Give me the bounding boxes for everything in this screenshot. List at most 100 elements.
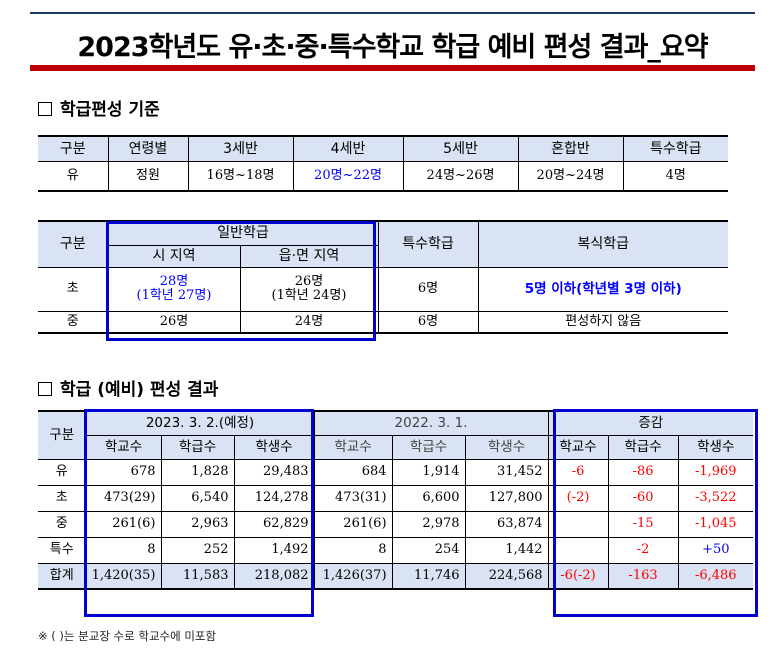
cell-sub-text: (1학년 24명) [271, 288, 347, 303]
table-cell: 1,492 [233, 536, 315, 564]
table-cell [547, 510, 609, 538]
header-cell: 학교수 [313, 434, 393, 460]
table-row: 유 678 1,828 29,483 684 1,914 31,452 -6 -… [38, 458, 754, 486]
section-heading-text: 학급 (예비) 편성 결과 [60, 380, 219, 400]
header-cell: 3세반 [187, 136, 293, 162]
table-cell: 261(6) [85, 510, 162, 538]
row-label: 합계 [38, 562, 87, 589]
table-cell: 252 [160, 536, 235, 564]
table-cell: 31,452 [464, 458, 549, 486]
header-cell: 일반학급 [107, 221, 379, 246]
table-row: 중 261(6) 2,963 62,829 261(6) 2,978 63,87… [38, 510, 754, 538]
cell-main-text: 28명 [159, 274, 189, 289]
table-cell: (-2) [547, 484, 609, 512]
table-cell: 24명 [239, 310, 379, 333]
table-cell: 정원 [107, 161, 188, 191]
table-cell: +50 [677, 536, 754, 564]
table-cell: 16명~18명 [187, 161, 293, 191]
class-size-table: 구분 일반학급 특수학급 복식학급 시 지역 읍·면 지역 초 28명 (1학년… [38, 220, 728, 334]
header-cell: 학교수 [85, 434, 162, 460]
header-cell: 학생수 [677, 434, 754, 460]
row-label: 초 [38, 266, 109, 312]
top-rule [30, 12, 755, 14]
header-cell: 2022. 3. 1. [313, 411, 549, 436]
table-cell [547, 536, 609, 564]
table-cell: -163 [607, 562, 679, 589]
table-cell: 1,442 [464, 536, 549, 564]
header-cell: 학교수 [547, 434, 609, 460]
row-label: 중 [38, 510, 87, 538]
table-cell: 6,540 [160, 484, 235, 512]
header-cell: 학급수 [160, 434, 235, 460]
header-cell: 읍·면 지역 [239, 244, 379, 268]
header-cell: 학급수 [607, 434, 679, 460]
table-cell: 63,874 [464, 510, 549, 538]
header-cell: 연령별 [107, 136, 188, 162]
table-cell: 2,978 [391, 510, 466, 538]
header-cell: 혼합반 [517, 136, 623, 162]
table-cell: 1,426(37) [313, 562, 393, 589]
table-cell: 684 [313, 458, 393, 486]
table-cell: 678 [85, 458, 162, 486]
table-cell: 20명~22명 [292, 161, 403, 191]
header-cell: 학급수 [391, 434, 466, 460]
header-cell: 2023. 3. 2.(예정) [85, 411, 315, 436]
table-cell: -3,522 [677, 484, 754, 512]
table-cell: 편성하지 않음 [477, 310, 728, 333]
table-cell: 473(31) [313, 484, 393, 512]
table-cell: 6,600 [391, 484, 466, 512]
header-cell: 5세반 [402, 136, 518, 162]
table-cell: 유 [66, 167, 79, 183]
table-cell: -60 [607, 484, 679, 512]
header-cell: 시 지역 [107, 244, 241, 268]
table-row: 초 473(29) 6,540 124,278 473(31) 6,600 12… [38, 484, 754, 512]
footnote: ※ ( )는 분교장 수로 학교수에 미포함 [38, 629, 217, 643]
table-cell: 224,568 [464, 562, 549, 589]
row-label: 유 [38, 458, 87, 486]
table-cell: -86 [607, 458, 679, 486]
header-cell: 특수학급 [622, 136, 728, 162]
table-cell: -1,969 [677, 458, 754, 486]
header-cell: 구분 [38, 411, 87, 460]
table-cell: 1,420(35) [85, 562, 162, 589]
cell-main-text: 26명 [294, 274, 324, 289]
table-cell: 6명 [377, 266, 479, 312]
table-cell: 29,483 [233, 458, 315, 486]
row-label: 초 [38, 484, 87, 512]
section-heading-results: 학급 (예비) 편성 결과 [38, 375, 218, 400]
table-cell: 28명 (1학년 27명) [107, 266, 241, 312]
title-accent-bar [30, 65, 755, 71]
table-cell: -2 [607, 536, 679, 564]
table-cell: 254 [391, 536, 466, 564]
table-cell: -6 [547, 458, 609, 486]
section-heading-text: 학급편성 기준 [60, 100, 160, 120]
section-heading-criteria: 학급편성 기준 [38, 95, 160, 120]
table-cell: 8 [313, 536, 393, 564]
table-cell: -6,486 [677, 562, 754, 589]
table-cell: 5명 이하(학년별 3명 이하) [477, 266, 728, 312]
table-cell: 20명~24명 [517, 161, 623, 191]
header-cell: 학생수 [464, 434, 549, 460]
row-label: 특수 [38, 536, 87, 564]
table-cell: 26명 [107, 310, 241, 333]
class-criteria-table: 구분 연령별 3세반 4세반 5세반 혼합반 특수학급 유 정원 16명~18명… [38, 135, 728, 192]
results-table: 구분 2023. 3. 2.(예정) 2022. 3. 1. 증감 학교수 학급… [38, 410, 754, 590]
header-cell: 4세반 [292, 136, 403, 162]
table-cell: 26명 (1학년 24명) [239, 266, 379, 312]
table-cell: -1,045 [677, 510, 754, 538]
table-cell: 124,278 [233, 484, 315, 512]
row-label: 중 [38, 310, 109, 333]
table-cell: 261(6) [313, 510, 393, 538]
table-row: 특수 8 252 1,492 8 254 1,442 -2 +50 [38, 536, 754, 564]
header-cell: 구분 [38, 136, 108, 162]
table-cell: -6(-2) [547, 562, 609, 589]
table-cell: 4명 [622, 161, 728, 191]
table-cell: 218,082 [233, 562, 315, 589]
table-cell: 11,746 [391, 562, 466, 589]
header-cell: 구분 [38, 221, 109, 268]
header-cell: 증감 [547, 411, 754, 436]
page-title: 2023학년도 유·초·중·특수학교 학급 예비 편성 결과_요약 [77, 32, 708, 63]
header-cell: 특수학급 [377, 221, 479, 268]
table-cell: 473(29) [85, 484, 162, 512]
square-bullet-icon [38, 382, 52, 396]
